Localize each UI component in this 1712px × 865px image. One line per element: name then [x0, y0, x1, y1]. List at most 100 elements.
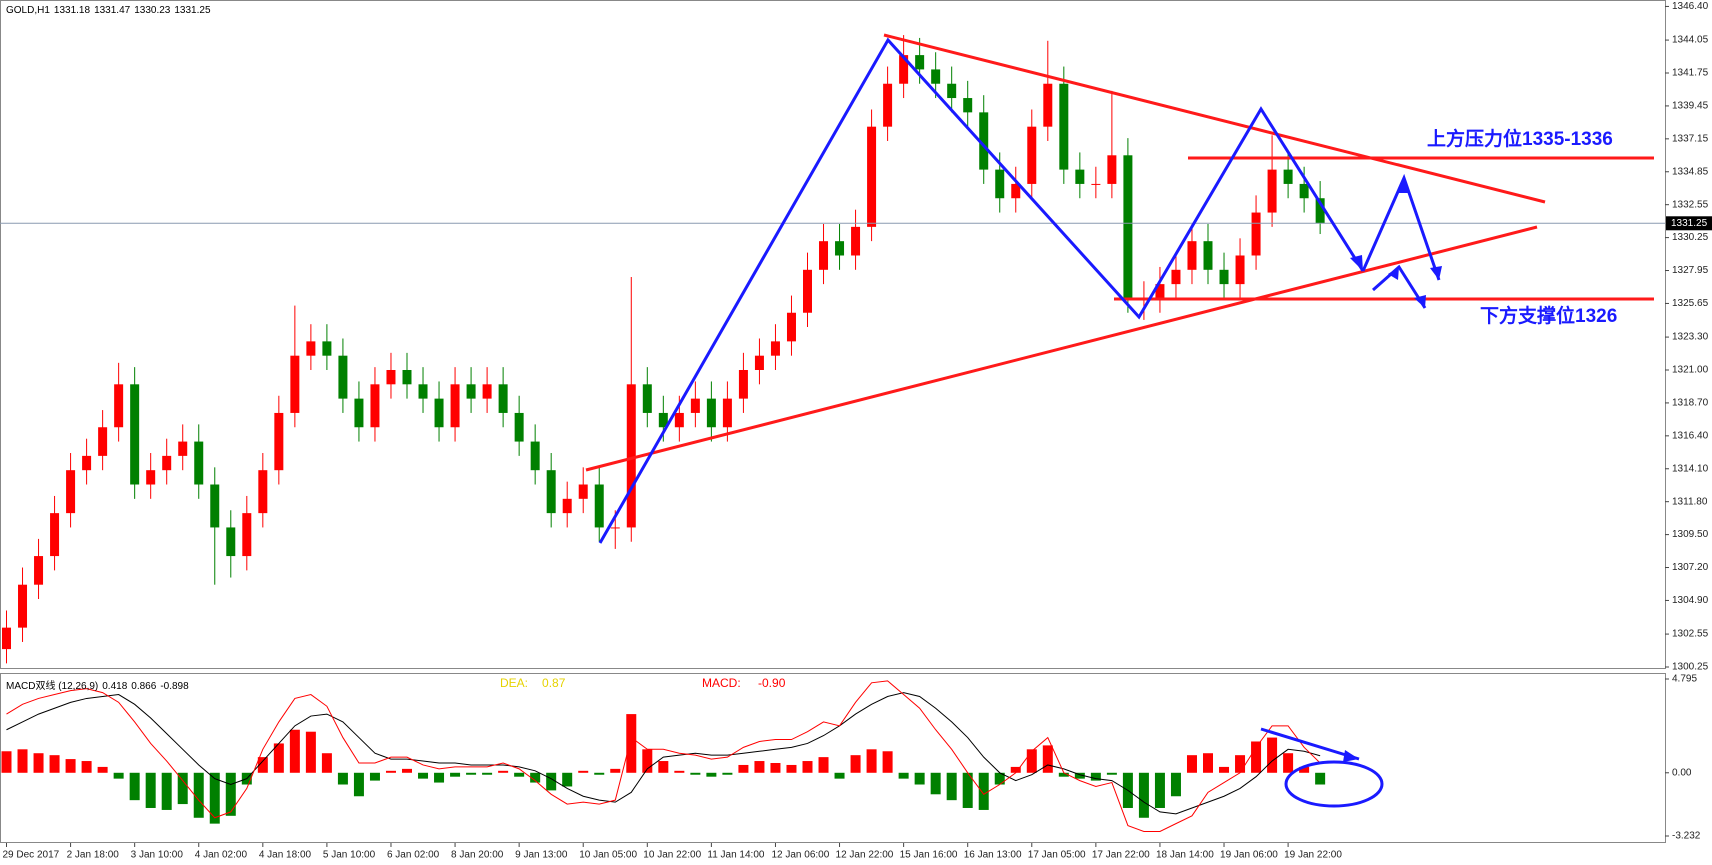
arrowhead	[1397, 178, 1409, 193]
y2-tick-label: 4.795	[1672, 674, 1697, 685]
y-tick-label: 1307.20	[1672, 562, 1709, 573]
wave	[598, 37, 1365, 544]
macd-bar	[802, 761, 813, 773]
candle-body	[50, 513, 60, 557]
macd-bar	[1235, 755, 1246, 773]
y-tick-label: 1316.40	[1672, 430, 1709, 441]
current-price-box	[1666, 216, 1712, 231]
candle-body	[130, 384, 140, 485]
x-tick-label: 10 Jan 22:00	[643, 850, 701, 861]
dea-value: 0.87	[542, 676, 566, 690]
macd-bar	[530, 772, 541, 783]
candle-body	[18, 584, 28, 628]
y-tick-label: 1332.55	[1672, 199, 1709, 210]
candle-body	[498, 384, 508, 413]
macd-bar	[49, 755, 60, 773]
chart-header: GOLD,H1 1331.18 1331.47 1330.23 1331.25	[6, 5, 215, 16]
candle-body	[963, 98, 973, 113]
y-tick-label: 1330.25	[1672, 232, 1709, 243]
arrowhead	[1343, 750, 1359, 762]
macd-bar	[1058, 772, 1069, 777]
macd-bar	[546, 772, 557, 791]
macd-line	[6, 692, 1321, 815]
candle-body	[546, 470, 556, 514]
candle-body	[466, 384, 476, 399]
support-trend	[585, 225, 1538, 472]
candle-body	[114, 384, 124, 428]
macd-bar	[193, 772, 204, 818]
candle-body	[819, 241, 829, 270]
macd-header: MACD双线 (12,26,9) 0.418 0.866 -0.898	[6, 677, 193, 692]
macd-bar	[754, 761, 765, 773]
x-tick-label: 17 Jan 22:00	[1092, 850, 1150, 861]
macd-bar	[385, 770, 396, 773]
macd-bar	[434, 772, 445, 783]
candle-body	[851, 226, 861, 256]
candle-body	[931, 69, 941, 84]
macd-bar	[770, 762, 781, 773]
y-tick-label: 1346.40	[1672, 1, 1709, 12]
candle-body	[178, 441, 188, 456]
macd-bar	[690, 772, 701, 775]
x-tick-label: 2 Jan 18:00	[67, 850, 120, 861]
macd-bar	[177, 772, 188, 805]
candle-body	[690, 398, 700, 413]
candle-body	[258, 470, 268, 514]
candle-body	[835, 241, 845, 256]
candle-body	[626, 384, 636, 528]
macd-bar	[722, 772, 733, 775]
macd-bar	[369, 772, 380, 781]
y-tick-label: 1344.05	[1672, 35, 1709, 46]
macd-bar	[594, 772, 605, 775]
candle-body	[1315, 198, 1325, 224]
macd-bar	[978, 772, 989, 810]
candle-body	[1235, 255, 1245, 285]
candle-body	[995, 169, 1005, 199]
y-tick-label: 1325.65	[1672, 298, 1709, 309]
annotation: 上方压力位1335-1336	[1427, 127, 1613, 150]
drawings	[585, 33, 1654, 808]
candle-body	[2, 627, 11, 650]
macd-value: -0.90	[758, 676, 786, 690]
arrowheads	[1343, 178, 1442, 762]
x-tick-label: 19 Jan 06:00	[1220, 850, 1278, 861]
macd-bar	[642, 749, 653, 773]
macd-bar	[17, 749, 28, 773]
macd-bar	[257, 757, 268, 773]
candle-body	[610, 527, 620, 529]
macd-bar	[834, 772, 845, 779]
candle-body	[1011, 183, 1021, 199]
macd-bar	[850, 755, 861, 773]
macd-bar	[418, 772, 429, 779]
macd-bar	[994, 772, 1005, 785]
macd-bar	[1186, 755, 1197, 773]
macd-bar	[610, 768, 621, 773]
indicator-value: -0.898	[160, 681, 189, 692]
macd-bar	[402, 768, 412, 773]
candle-body	[66, 470, 76, 514]
candle-body	[306, 341, 316, 356]
candle-body	[1123, 155, 1133, 299]
candle-body	[979, 112, 989, 170]
x-tick-label: 12 Jan 06:00	[771, 850, 829, 861]
y-tick-label: 1339.45	[1672, 101, 1709, 112]
macd-bar	[498, 770, 509, 773]
macd-bar	[305, 731, 316, 773]
ohlc: 1331.47	[94, 5, 131, 16]
macd-bar	[930, 772, 941, 795]
candle-body	[899, 55, 909, 84]
candle-body	[562, 498, 572, 514]
forecast-down	[1372, 264, 1427, 309]
arrowhead	[1414, 295, 1426, 308]
candle-body	[578, 484, 588, 499]
macd-bar	[1106, 772, 1117, 775]
macd-bar	[674, 770, 685, 773]
macd-bar	[1219, 766, 1230, 773]
arrowhead	[1430, 266, 1442, 280]
macd-bar	[466, 772, 477, 775]
macd-bar	[1203, 753, 1213, 773]
macd-bar	[562, 772, 573, 787]
candle-body	[402, 369, 412, 385]
